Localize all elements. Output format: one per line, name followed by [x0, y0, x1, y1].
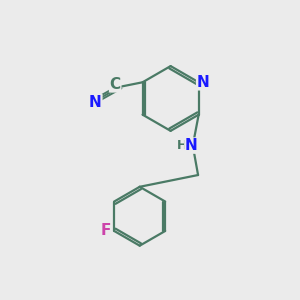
Text: H: H	[176, 139, 187, 152]
Text: N: N	[89, 94, 102, 110]
Text: C: C	[110, 77, 121, 92]
Text: F: F	[100, 224, 110, 238]
Text: N: N	[197, 75, 209, 90]
Text: N: N	[185, 138, 198, 153]
